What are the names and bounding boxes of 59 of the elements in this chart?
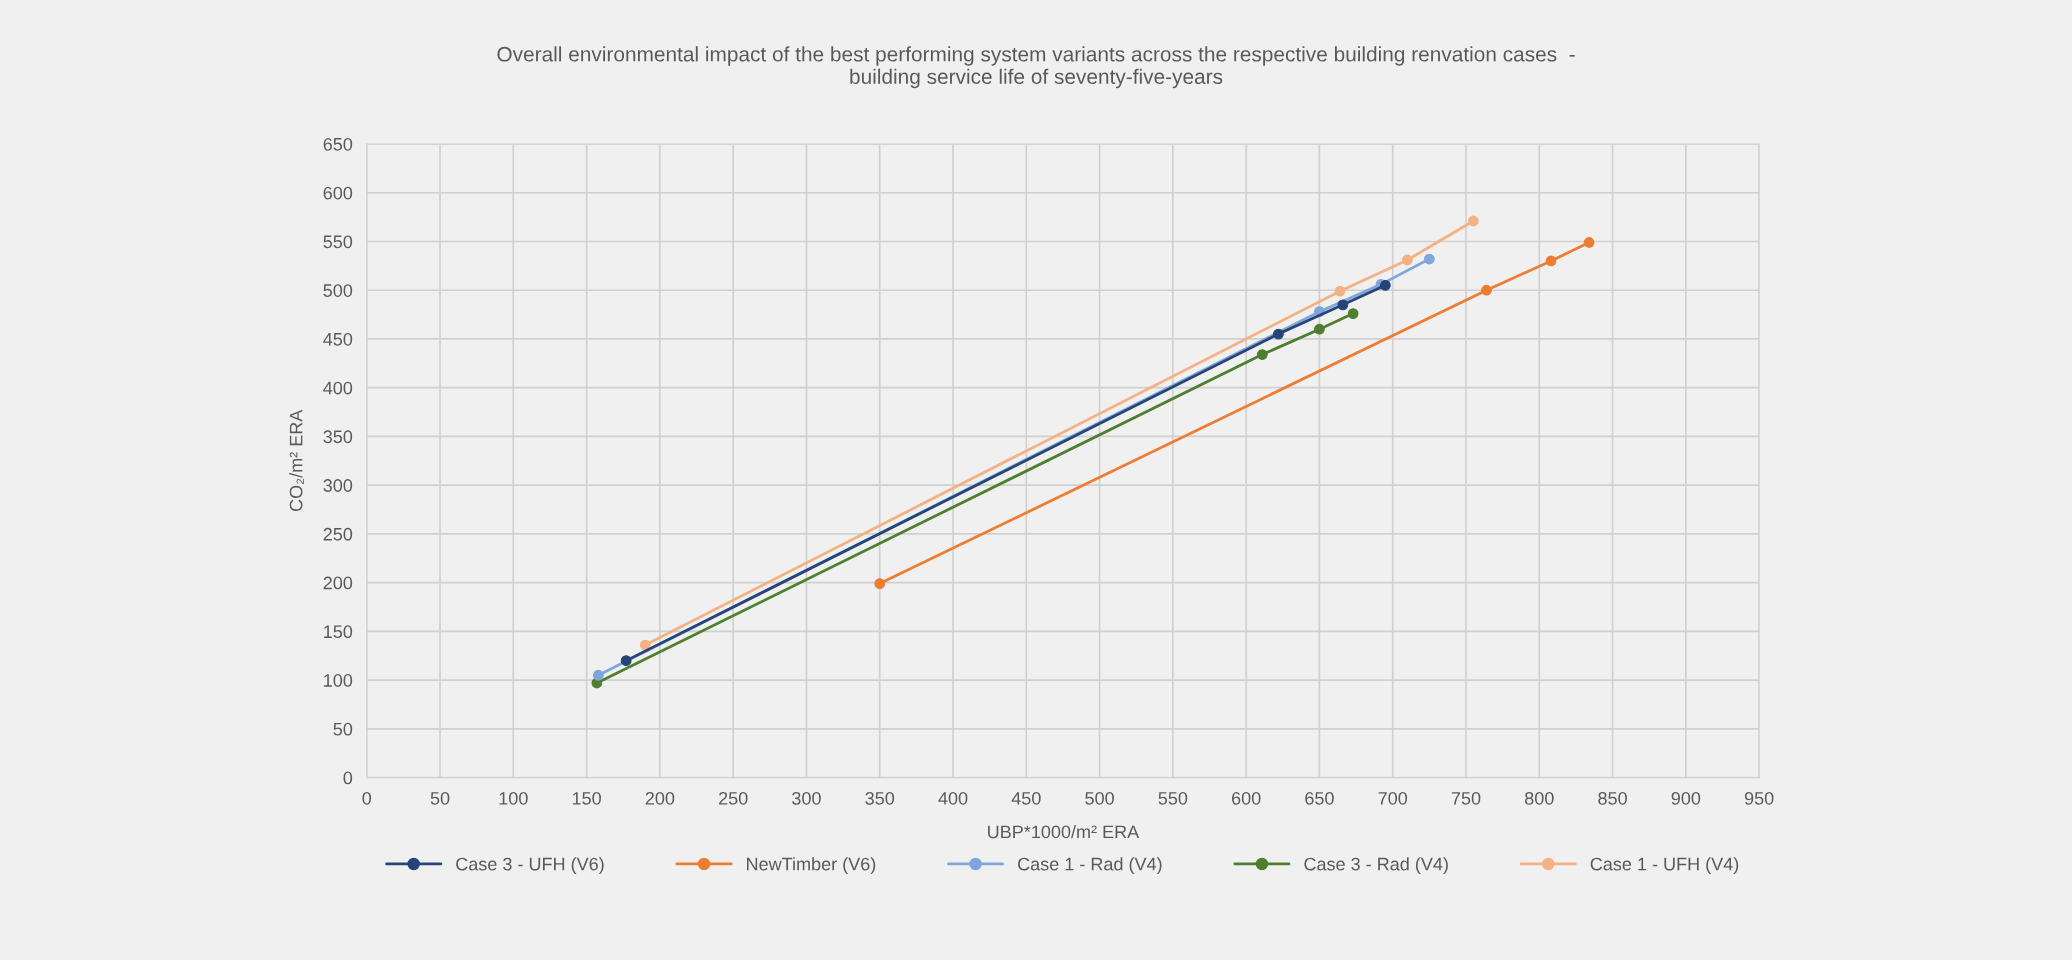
x-tick-label: 550 bbox=[1158, 791, 1188, 805]
x-tick-label: 0 bbox=[362, 791, 372, 805]
x-tick-label: 400 bbox=[938, 791, 968, 805]
y-tick-label: 550 bbox=[323, 235, 353, 249]
legend-label: Case 3 - UFH (V6) bbox=[456, 857, 604, 875]
y-tick-label: 150 bbox=[324, 625, 353, 639]
x-tick-label: 200 bbox=[645, 791, 675, 805]
legend-label: NewTimber (V6) bbox=[747, 857, 876, 875]
point bbox=[1334, 285, 1346, 297]
legend-label: Case 1 - UFH (V4) bbox=[1590, 857, 1739, 875]
x-tick-label: 650 bbox=[1305, 791, 1334, 805]
point bbox=[1423, 253, 1435, 265]
x-tick-label: 600 bbox=[1232, 791, 1261, 805]
x-tick-label: 250 bbox=[719, 791, 748, 805]
point bbox=[1256, 349, 1268, 360]
x-tick-label: 300 bbox=[792, 791, 821, 805]
x-tick-label: 900 bbox=[1671, 791, 1701, 805]
point bbox=[1337, 299, 1349, 311]
x-tick-label: 950 bbox=[1744, 791, 1774, 805]
chart-title: Overall environmental impact of the best performing system variants across the respective building renvation cases - building service life of seventy-five-years bbox=[497, 46, 1575, 89]
y-tick-label: 450 bbox=[323, 332, 353, 346]
y-tick-label: 200 bbox=[323, 576, 353, 590]
x-axis-title: UBP*1000/m² ERA bbox=[988, 824, 1140, 839]
y-tick-label: 300 bbox=[323, 479, 353, 492]
point bbox=[592, 669, 604, 681]
point bbox=[620, 655, 632, 667]
y-axis-title: CO₂/m² ERA bbox=[289, 409, 304, 512]
y-tick-label: 50 bbox=[333, 722, 353, 736]
y-tick-label: 400 bbox=[323, 381, 353, 395]
y-tick-label: 500 bbox=[323, 284, 353, 297]
x-tick-label: 750 bbox=[1451, 791, 1481, 805]
y-tick-label: 250 bbox=[323, 527, 353, 541]
x-tick-label: 150 bbox=[572, 791, 601, 805]
point bbox=[1467, 215, 1479, 227]
y-tick-label: 600 bbox=[323, 186, 353, 200]
x-tick-label: 700 bbox=[1378, 791, 1408, 805]
point bbox=[1380, 279, 1391, 291]
y-tick-label: 650 bbox=[323, 137, 353, 151]
point bbox=[1583, 237, 1595, 248]
point bbox=[639, 639, 651, 651]
x-tick-label: 850 bbox=[1598, 791, 1627, 805]
point bbox=[1481, 284, 1492, 296]
x-tick-label: 800 bbox=[1525, 791, 1554, 805]
x-tick-label: 350 bbox=[865, 791, 895, 805]
y-tick-label: 100 bbox=[324, 674, 353, 687]
point bbox=[1347, 308, 1359, 319]
x-tick-label: 450 bbox=[1011, 791, 1041, 805]
point bbox=[1401, 254, 1413, 266]
x-tick-label: 500 bbox=[1085, 791, 1114, 805]
point bbox=[1273, 328, 1284, 340]
point bbox=[1314, 323, 1325, 335]
x-tick-label: 100 bbox=[499, 791, 528, 805]
x-tick-label: 50 bbox=[430, 791, 450, 805]
legend-label: Case 1 - Rad (V4) bbox=[1018, 857, 1162, 875]
point bbox=[874, 578, 886, 589]
y-tick-label: 350 bbox=[323, 430, 353, 444]
point bbox=[1545, 255, 1557, 267]
y-tick-label: 0 bbox=[343, 771, 353, 785]
legend-label: Case 3 - Rad (V4) bbox=[1304, 857, 1448, 875]
